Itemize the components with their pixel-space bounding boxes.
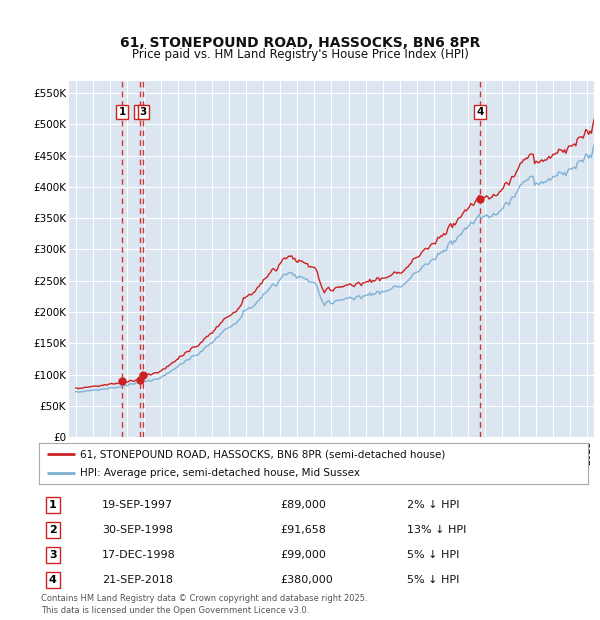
Text: £89,000: £89,000: [281, 500, 326, 510]
Text: 1: 1: [119, 107, 126, 117]
Text: £380,000: £380,000: [281, 575, 334, 585]
Text: 30-SEP-1998: 30-SEP-1998: [102, 525, 173, 535]
Text: 3: 3: [140, 107, 147, 117]
Text: 61, STONEPOUND ROAD, HASSOCKS, BN6 8PR (semi-detached house): 61, STONEPOUND ROAD, HASSOCKS, BN6 8PR (…: [80, 449, 446, 459]
Text: 1: 1: [49, 500, 56, 510]
Text: 61, STONEPOUND ROAD, HASSOCKS, BN6 8PR: 61, STONEPOUND ROAD, HASSOCKS, BN6 8PR: [120, 36, 480, 50]
Text: £99,000: £99,000: [281, 550, 326, 560]
Text: Contains HM Land Registry data © Crown copyright and database right 2025.
This d: Contains HM Land Registry data © Crown c…: [41, 594, 367, 615]
Text: 17-DEC-1998: 17-DEC-1998: [102, 550, 176, 560]
Text: 2: 2: [136, 107, 143, 117]
Text: 3: 3: [49, 550, 56, 560]
Text: 21-SEP-2018: 21-SEP-2018: [102, 575, 173, 585]
Text: 5% ↓ HPI: 5% ↓ HPI: [407, 575, 459, 585]
Text: 19-SEP-1997: 19-SEP-1997: [102, 500, 173, 510]
Text: Price paid vs. HM Land Registry's House Price Index (HPI): Price paid vs. HM Land Registry's House …: [131, 48, 469, 61]
Text: HPI: Average price, semi-detached house, Mid Sussex: HPI: Average price, semi-detached house,…: [80, 467, 360, 478]
Text: 5% ↓ HPI: 5% ↓ HPI: [407, 550, 459, 560]
Text: 2: 2: [49, 525, 56, 535]
Text: 13% ↓ HPI: 13% ↓ HPI: [407, 525, 466, 535]
Text: 2% ↓ HPI: 2% ↓ HPI: [407, 500, 460, 510]
Text: 4: 4: [49, 575, 56, 585]
Text: £91,658: £91,658: [281, 525, 326, 535]
Text: 4: 4: [476, 107, 484, 117]
